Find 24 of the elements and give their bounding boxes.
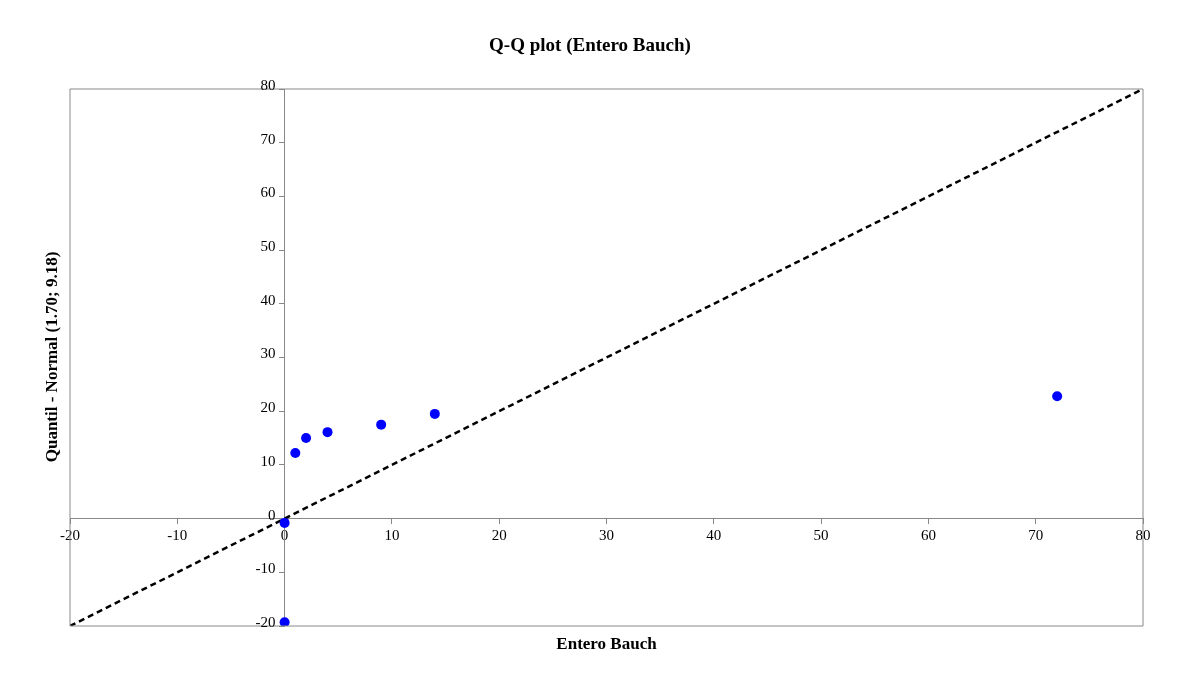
- x-tick-label: 20: [491, 526, 507, 543]
- y-tick-label: 80: [260, 76, 276, 93]
- y-tick-label: -10: [255, 560, 276, 577]
- x-tick-label: -10: [167, 526, 188, 543]
- y-tick-label: 40: [260, 291, 276, 308]
- y-tick-label: 10: [260, 452, 276, 469]
- x-tick-label: 30: [599, 526, 614, 543]
- x-tick-label: 10: [384, 526, 400, 543]
- y-tick-label: -20: [255, 613, 276, 630]
- x-tick-label: -20: [60, 526, 80, 543]
- y-tick-label: 60: [260, 184, 276, 201]
- y-axis-title: Quantil - Normal (1.70; 9.18): [42, 251, 62, 463]
- y-tick-label: 0: [268, 506, 276, 523]
- y-tick-label: 20: [260, 399, 276, 416]
- y-tick-label: 70: [260, 130, 276, 147]
- x-tick-label: 40: [706, 526, 722, 543]
- chart-title: Q-Q plot (Entero Bauch): [488, 34, 692, 56]
- y-tick-label: 30: [260, 345, 276, 362]
- x-tick-label: 80: [1135, 526, 1151, 543]
- x-axis-title: Entero Bauch: [555, 634, 658, 654]
- x-tick-label: 50: [813, 526, 829, 543]
- x-tick-label: 60: [920, 526, 936, 543]
- y-tick-label: 50: [260, 238, 276, 255]
- x-tick-label: 70: [1028, 526, 1044, 543]
